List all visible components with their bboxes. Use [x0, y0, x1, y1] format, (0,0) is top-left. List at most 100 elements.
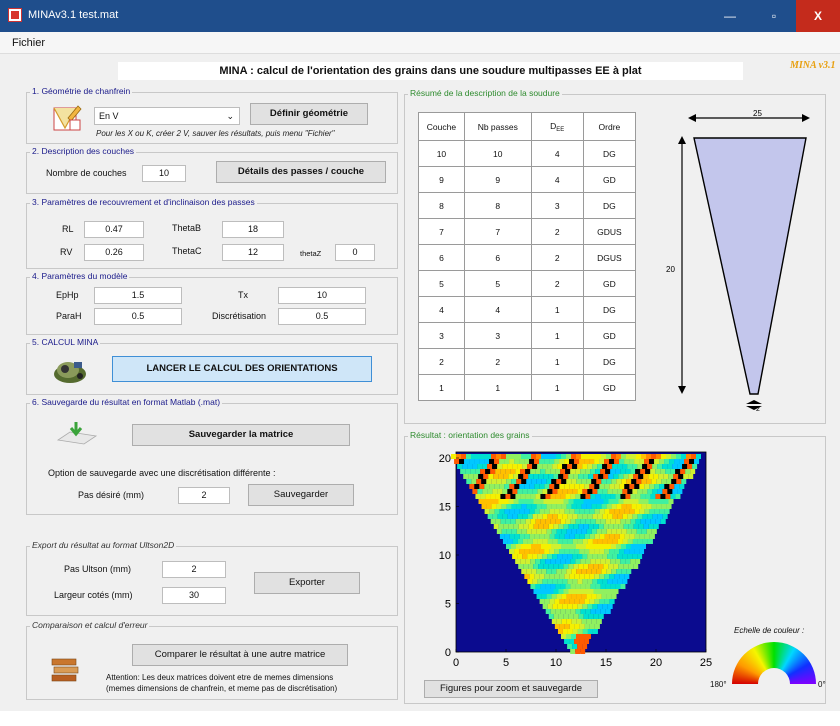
grain-cell: [619, 484, 625, 489]
layer-details-button[interactable]: Détails des passes / couche: [216, 161, 386, 183]
grain-cell: [666, 479, 672, 484]
table-cell: GD: [582, 166, 637, 193]
grain-cell: [662, 464, 668, 469]
discretisation-input[interactable]: 0.5: [278, 308, 366, 325]
define-geometry-button[interactable]: Définir géométrie: [250, 103, 368, 125]
grain-cell: [613, 589, 619, 594]
grain-cell: [509, 459, 515, 464]
grain-cell: [519, 459, 525, 464]
chamfer-type-select[interactable]: En V ⌄: [94, 107, 240, 125]
grain-cell: [541, 454, 546, 459]
grain-cell: [516, 479, 522, 484]
grain-cell: [592, 579, 598, 584]
grain-cell: [491, 504, 497, 509]
close-button[interactable]: X: [796, 0, 840, 32]
step-input[interactable]: 2: [178, 487, 230, 504]
save-matrix-button[interactable]: Sauvegarder la matrice: [132, 424, 350, 446]
grain-cell: [585, 584, 591, 589]
rv-input[interactable]: 0.26: [84, 244, 144, 261]
grain-cell: [538, 564, 544, 569]
grain-cell: [681, 454, 686, 459]
grain-cell: [607, 514, 613, 519]
grain-cell: [659, 459, 665, 464]
column-header-ordre: Ordre: [582, 112, 637, 141]
grain-cell: [583, 589, 589, 594]
grain-cell: [672, 489, 678, 494]
table-cell: DGUS: [582, 244, 637, 271]
grain-cell: [605, 559, 611, 564]
grain-cell: [586, 504, 592, 509]
grain-cell: [514, 549, 520, 554]
grain-cell: [555, 584, 561, 589]
menu-fichier[interactable]: Fichier: [12, 37, 46, 49]
grain-cell: [599, 484, 605, 489]
grain-cell: [626, 479, 632, 484]
grain-cell: [651, 504, 657, 509]
grain-cell: [490, 519, 496, 524]
table-row: 6 6 2 DGUS: [418, 244, 637, 271]
grain-cell: [683, 474, 689, 479]
grain-cell: [599, 534, 605, 539]
grain-cell: [613, 564, 619, 569]
compare-matrix-button[interactable]: Comparer le résultat à une autre matrice: [132, 644, 348, 666]
grain-cell: [567, 554, 573, 559]
grain-cell: [577, 539, 583, 544]
grain-cell: [527, 514, 533, 519]
column-header-nb-passes: Nb passes: [463, 112, 532, 141]
grain-cell: [650, 519, 656, 524]
minimize-button[interactable]: —: [724, 9, 736, 23]
grain-cell: [572, 604, 578, 609]
grain-cell: [475, 469, 481, 474]
grain-cell: [611, 454, 616, 459]
thetab-input[interactable]: 18: [222, 221, 284, 238]
save-discretisation-button[interactable]: Sauvegarder: [248, 484, 354, 506]
grain-cell: [596, 529, 602, 534]
y-axis: 0 5 10 15 20: [439, 453, 459, 659]
grain-cell: [612, 514, 618, 519]
grain-cell: [544, 574, 550, 579]
layer-count-label: Nombre de couches: [46, 168, 127, 178]
maximize-button[interactable]: ▫: [771, 9, 777, 23]
grain-cell: [512, 489, 518, 494]
parah-input[interactable]: 0.5: [94, 308, 182, 325]
ephp-input[interactable]: 1.5: [94, 287, 182, 304]
grain-cell: [614, 484, 620, 489]
grain-cell: [645, 494, 651, 499]
grain-cell: [606, 504, 612, 509]
grain-cell: [566, 619, 572, 624]
thetac-input[interactable]: 12: [222, 244, 284, 261]
y-tick-label: 0: [445, 647, 451, 659]
side-width-input[interactable]: 30: [162, 587, 226, 604]
grain-cell: [614, 459, 620, 464]
grain-cell: [624, 459, 630, 464]
grain-cell: [562, 464, 568, 469]
grain-cell: [559, 509, 565, 514]
grain-cell: [501, 529, 507, 534]
grain-cell: [636, 479, 642, 484]
export-button[interactable]: Exporter: [254, 572, 360, 594]
rl-input[interactable]: 0.47: [84, 221, 144, 238]
grain-cell: [651, 479, 657, 484]
chamfer-shape: [693, 137, 807, 395]
grain-cell: [662, 514, 668, 519]
tx-input[interactable]: 10: [278, 287, 366, 304]
figures-zoom-button[interactable]: Figures pour zoom et sauvegarde: [424, 680, 598, 698]
grain-cell: [615, 584, 621, 589]
ultson-step-input[interactable]: 2: [162, 561, 226, 578]
grain-cell: [524, 534, 530, 539]
grain-cell: [590, 519, 596, 524]
grain-cell: [513, 499, 519, 504]
grain-cell: [626, 544, 631, 549]
grain-cell: [566, 634, 571, 639]
grain-cell: [649, 459, 655, 464]
grain-cell: [554, 574, 560, 579]
parah-label: ParaH: [56, 311, 82, 321]
thetaz-input[interactable]: 0: [335, 244, 375, 261]
grain-cell: [607, 489, 613, 494]
grain-cell: [579, 599, 585, 604]
grain-cell: [574, 459, 580, 464]
grain-cell: [553, 589, 559, 594]
layer-count-input[interactable]: 10: [142, 165, 186, 182]
grain-cell: [631, 544, 636, 549]
launch-calculation-button[interactable]: LANCER LE CALCUL DES ORIENTATIONS: [112, 356, 372, 382]
